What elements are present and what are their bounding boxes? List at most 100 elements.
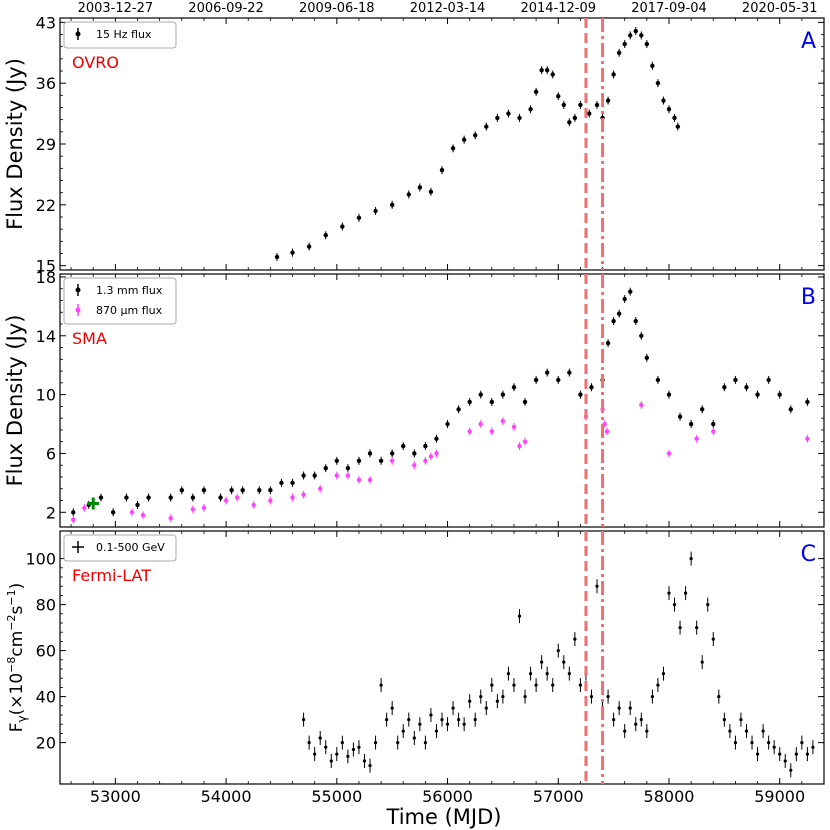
data-point [478,420,483,429]
data-point [528,105,533,114]
data-point [301,471,306,480]
data-point [533,87,539,96]
data-point [396,735,400,750]
data-point [805,434,810,443]
series-1-0 [71,287,810,517]
top-date-label: 2012-03-14 [410,1,486,16]
data-point [462,717,466,732]
data-point [367,475,373,484]
data-point [628,287,633,296]
data-point [110,508,116,517]
data-point [650,61,655,70]
data-point [556,375,561,384]
data-point [251,500,256,509]
data-point [274,252,280,261]
data-point [434,449,439,458]
legend-entry: 15 Hz flux [96,28,152,41]
ylabel-c-exp1: −8 [5,657,18,673]
data-point [805,397,810,406]
data-point [811,740,815,755]
data-point [389,200,395,209]
data-point [346,749,350,764]
data-point [739,712,743,727]
data-point [711,427,716,436]
data-point [617,701,621,716]
top-date-label: 2009-06-18 [299,1,375,16]
data-point [622,295,627,304]
data-point [345,464,351,473]
data-point [639,31,644,40]
data-point [700,655,704,670]
data-point [633,317,638,326]
data-point [666,105,672,114]
y-tick-label: 6 [46,444,56,463]
data-point [479,689,483,704]
data-point [201,503,207,512]
y-tick-label: 20 [36,734,56,753]
legend-entry: 1.3 mm flux [96,284,163,297]
top-date-label: 2014-12-09 [520,1,596,16]
data-point [511,422,517,431]
ylabel-c-main: F [7,722,27,732]
data-point [268,486,273,495]
data-point [268,496,273,505]
y-tick-label: 40 [36,688,56,707]
data-point [683,586,688,601]
data-point [234,493,240,502]
data-point [544,66,550,75]
x-tick-label: 57000 [533,787,584,806]
data-point [655,79,661,88]
y-tick-label: 29 [36,135,56,154]
data-point [329,754,333,768]
data-point [451,701,455,716]
data-point [589,383,594,392]
data-point [240,486,245,495]
ylabel-c-mid: cm [7,631,27,657]
ylabel-c-s: s [7,605,27,614]
data-point [389,456,395,465]
data-point [778,747,782,762]
legend: 15 Hz flux [63,21,177,49]
legend-entry: 870 μm flux [96,304,163,317]
data-point [644,40,650,49]
ylabel-c-open: (×10 [7,673,27,716]
data-point [728,724,732,739]
data-point [517,609,522,624]
data-point [761,724,765,739]
data-point [323,231,328,240]
data-point [523,689,527,704]
data-point [484,122,489,131]
data-point [457,712,461,727]
data-point [517,113,522,122]
data-point [755,390,760,399]
data-point [522,437,528,446]
data-point [301,490,306,499]
y-tick-label: 43 [36,13,56,32]
panel-b: 2 6 10 14 18 1.3 mm flux 870 μm flux SMA B [36,268,825,528]
data-point [594,100,600,109]
data-point [306,242,312,251]
data-point [788,405,793,414]
data-point [313,747,317,762]
series-0-0 [274,27,681,261]
data-point [533,375,539,384]
ylabel-c-sub: γ [15,715,29,722]
panel-c-ylabel: Fγ(×10−8cm−2s−1) [5,583,29,732]
data-point [688,420,694,429]
data-point [179,486,184,495]
y-tick-label: 60 [36,642,56,661]
data-point [661,666,666,681]
top-date-label: 2020-05-31 [742,1,818,16]
data-point [628,31,633,40]
data-point [544,368,550,377]
y-tick-label: 10 [36,386,56,405]
data-point [639,712,643,727]
x-tick-label: 55000 [311,787,362,806]
data-point [334,471,340,480]
data-point [633,27,638,36]
legend-entry: 0.1-500 GeV [96,541,165,554]
data-point [290,478,295,487]
data-point [407,712,411,727]
data-point [168,493,173,502]
data-point [495,694,499,709]
